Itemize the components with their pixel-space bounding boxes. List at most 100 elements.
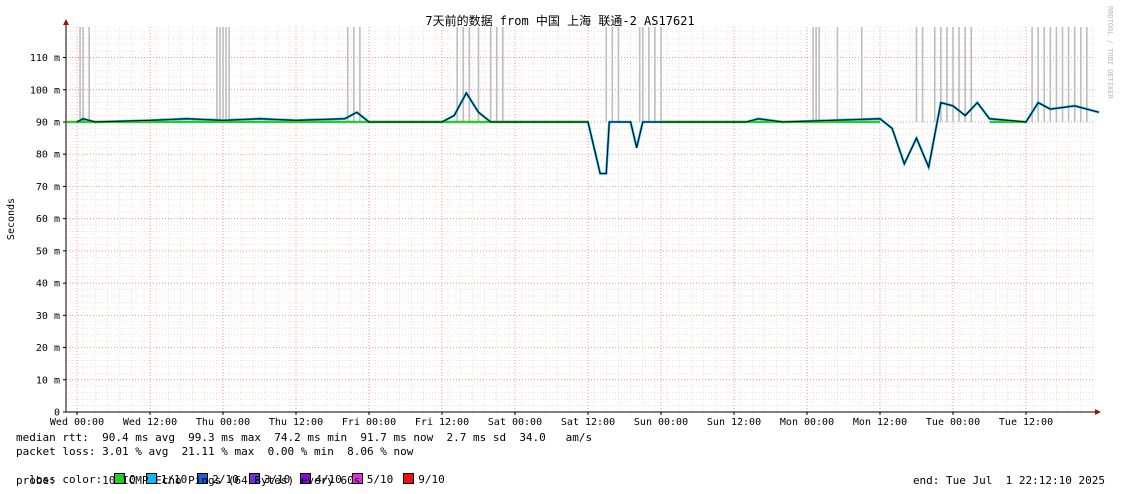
loss-spike bbox=[915, 27, 918, 122]
axes bbox=[63, 19, 1101, 415]
packet-loss-stats: packet loss: 3.01 % avg 21.11 % max 0.00… bbox=[16, 445, 414, 458]
loss-spike bbox=[88, 27, 90, 122]
x-tick-label: Sat 12:00 bbox=[561, 417, 615, 428]
x-tick-label: Thu 00:00 bbox=[196, 417, 250, 428]
loss-color-swatch bbox=[248, 473, 260, 484]
loss-color-swatch bbox=[351, 473, 363, 484]
loss-color-value: 5/10 bbox=[366, 473, 394, 486]
loss-spike bbox=[660, 27, 662, 122]
loss-spike bbox=[1067, 27, 1070, 122]
loss-color-swatch bbox=[403, 473, 415, 484]
loss-spike bbox=[818, 27, 820, 122]
loss-color-swatch bbox=[300, 473, 312, 484]
chart-title: 7天前的数据 from 中国 上海 联通-2 AS17621 bbox=[425, 13, 694, 28]
y-tick-label: 30 m bbox=[36, 311, 60, 322]
median-rtt-stats: median rtt: 90.4 ms avg 99.3 ms max 74.2… bbox=[16, 431, 593, 444]
x-tick-label: Fri 12:00 bbox=[415, 417, 469, 428]
loss-spike bbox=[1037, 27, 1039, 122]
x-tick-label: Sun 12:00 bbox=[707, 417, 761, 428]
loss-spike bbox=[346, 27, 349, 122]
x-axis-arrow bbox=[1095, 409, 1101, 415]
loss-color-item: 9/10 bbox=[403, 473, 445, 486]
loss-spike bbox=[1043, 27, 1046, 122]
loss-spike bbox=[641, 27, 644, 122]
x-tick-label: Sun 00:00 bbox=[634, 417, 688, 428]
y-tick-label: 100 m bbox=[30, 85, 60, 96]
x-tick-label: Wed 00:00 bbox=[50, 417, 104, 428]
x-tick-label: Mon 12:00 bbox=[853, 417, 907, 428]
x-tick-label: Tue 00:00 bbox=[926, 417, 980, 428]
loss-color-label: loss color: bbox=[29, 473, 103, 486]
loss-color-value: 1/10 bbox=[160, 473, 188, 486]
loss-color-item: 2/10 bbox=[197, 473, 239, 486]
loss-spike bbox=[1049, 27, 1052, 122]
loss-spike bbox=[970, 27, 973, 122]
loss-spike bbox=[477, 27, 480, 122]
loss-spike bbox=[82, 27, 84, 122]
loss-color-item: 1/10 bbox=[145, 473, 188, 486]
end-time: end: Tue Jul 1 22:12:10 2025 bbox=[912, 474, 1105, 487]
x-tick-label: Thu 12:00 bbox=[269, 417, 323, 428]
loss-spike bbox=[964, 27, 966, 122]
loss-spike bbox=[933, 27, 936, 122]
loss-spike bbox=[836, 27, 839, 122]
loss-spike bbox=[958, 27, 960, 122]
loss-spike bbox=[222, 27, 224, 122]
x-tick-label: Mon 00:00 bbox=[780, 417, 834, 428]
probe-info: probe: 10 ICMP Echo Pings (64 Bytes) eve… bbox=[16, 474, 361, 487]
loss-spike bbox=[1086, 27, 1088, 122]
rtt-series bbox=[67, 90, 1100, 175]
loss-color-value: 3/10 bbox=[263, 473, 291, 486]
loss-spike bbox=[617, 27, 620, 122]
loss-color-value: 0 bbox=[129, 473, 136, 486]
y-tick-label: 40 m bbox=[36, 279, 60, 290]
loss-spike bbox=[1061, 27, 1064, 122]
loss-color-item: 5/10 bbox=[351, 473, 394, 486]
y-tick-label: 110 m bbox=[30, 53, 60, 64]
loss-spike bbox=[648, 27, 650, 122]
loss-spike bbox=[225, 27, 227, 122]
loss-spike bbox=[456, 27, 459, 122]
loss-spike bbox=[219, 27, 221, 122]
loss-spike bbox=[812, 27, 814, 122]
loss-color-swatch bbox=[114, 473, 126, 484]
x-tick-label: Tue 12:00 bbox=[999, 417, 1053, 428]
loss-spike bbox=[468, 27, 471, 122]
loss-color-value: 2/10 bbox=[212, 473, 239, 486]
loss-color-legend: loss color: 0 1/10 2/10 3/10 4/10 5/10 9/10 bbox=[16, 459, 455, 487]
y-tick-label: 20 m bbox=[36, 343, 60, 354]
loss-color-item: 0 bbox=[114, 473, 136, 486]
x-tick-label: Wed 12:00 bbox=[123, 417, 177, 428]
loss-spike bbox=[495, 27, 498, 122]
loss-spike bbox=[1055, 27, 1058, 122]
rrdtool-watermark: RRDTOOL / TOBI OETIKER bbox=[1106, 6, 1114, 100]
y-tick-label: 70 m bbox=[36, 182, 60, 193]
y-tick-label: 80 m bbox=[36, 150, 60, 161]
loss-spike bbox=[79, 27, 81, 122]
x-tick-label: Sat 00:00 bbox=[488, 417, 542, 428]
y-tick-label: 50 m bbox=[36, 246, 60, 257]
y-tick-label: 60 m bbox=[36, 214, 60, 225]
loss-color-value: 4/10 bbox=[315, 473, 342, 486]
loss-spike bbox=[1079, 27, 1082, 122]
y-tick-label: 90 m bbox=[36, 117, 60, 128]
loss-spike bbox=[638, 27, 641, 122]
loss-spike bbox=[216, 27, 218, 122]
tick-labels: 0 10 m 20 m 30 m 40 m 50 m 60 m 70 m 80 m 90 m 100… bbox=[30, 53, 1053, 428]
loss-spike bbox=[605, 27, 608, 122]
y-axis-arrow bbox=[63, 19, 69, 25]
x-tick-label: Fri 00:00 bbox=[342, 417, 396, 428]
median-rtt-line bbox=[76, 91, 1100, 175]
loss-spike bbox=[921, 27, 924, 122]
loss-spike bbox=[940, 27, 942, 122]
y-tick-label: 0 bbox=[54, 408, 60, 419]
loss-spike bbox=[1073, 27, 1076, 122]
loss-spike bbox=[860, 27, 863, 122]
loss-spike bbox=[489, 27, 492, 122]
loss-spike bbox=[352, 27, 355, 122]
loss-spike bbox=[1031, 27, 1033, 122]
loss-spike bbox=[611, 27, 614, 122]
y-tick-label: 10 m bbox=[36, 375, 60, 386]
loss-color-item: 3/10 bbox=[248, 473, 291, 486]
